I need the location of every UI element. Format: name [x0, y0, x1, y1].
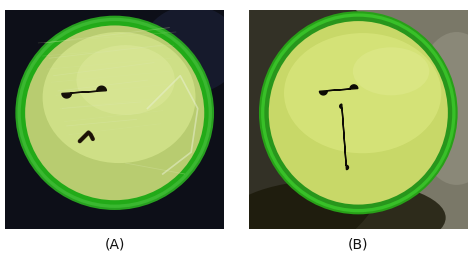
Text: (A): (A)	[105, 237, 125, 251]
Ellipse shape	[353, 47, 429, 95]
Ellipse shape	[413, 32, 473, 185]
Ellipse shape	[77, 45, 175, 115]
Ellipse shape	[264, 17, 452, 209]
Ellipse shape	[260, 12, 456, 213]
Polygon shape	[319, 85, 358, 95]
Wedge shape	[249, 0, 402, 254]
FancyBboxPatch shape	[6, 10, 224, 229]
Ellipse shape	[227, 179, 446, 254]
FancyBboxPatch shape	[249, 10, 467, 229]
Ellipse shape	[17, 17, 213, 209]
Ellipse shape	[21, 21, 209, 204]
Polygon shape	[62, 86, 106, 98]
Ellipse shape	[25, 25, 204, 200]
Ellipse shape	[269, 21, 448, 204]
Ellipse shape	[142, 6, 240, 93]
Polygon shape	[340, 104, 349, 170]
Text: (B): (B)	[348, 237, 368, 251]
Ellipse shape	[43, 32, 195, 163]
Ellipse shape	[284, 33, 441, 153]
